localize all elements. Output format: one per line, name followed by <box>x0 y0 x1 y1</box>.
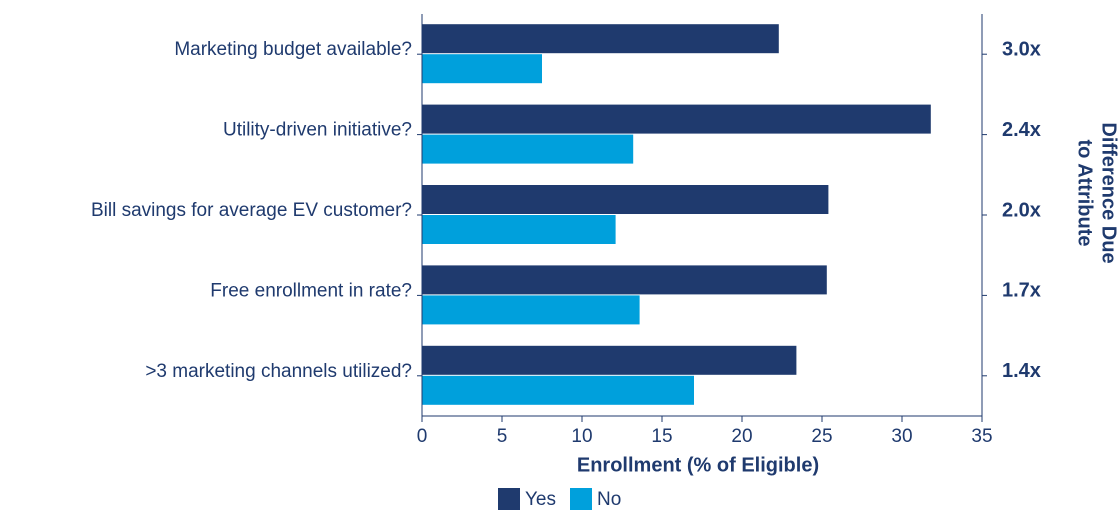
right-label: 2.0x <box>1002 199 1041 221</box>
legend-swatch <box>498 488 520 510</box>
right-axis-title-line: Difference Due <box>1098 122 1120 263</box>
x-tick-label: 20 <box>731 426 752 447</box>
x-tick-label: 30 <box>891 426 912 447</box>
right-label: 3.0x <box>1002 38 1041 60</box>
legend-label: Yes <box>525 489 556 510</box>
x-tick-label: 5 <box>497 426 508 447</box>
bar <box>422 134 634 164</box>
bar <box>422 345 797 375</box>
bar <box>422 375 694 405</box>
category-label: Bill savings for average EV customer? <box>91 200 412 221</box>
bar <box>422 295 640 325</box>
right-axis-title: Difference Due to Attribute <box>1074 122 1120 263</box>
bar <box>422 215 616 244</box>
x-tick-label: 10 <box>571 426 592 447</box>
right-label: 2.4x <box>1002 119 1041 141</box>
x-tick-label: 35 <box>971 426 992 447</box>
right-axis-title-line: to Attribute <box>1074 139 1096 246</box>
bar <box>422 265 827 295</box>
category-label: Marketing budget available? <box>174 39 412 60</box>
bar <box>422 54 542 84</box>
right-label: 1.4x <box>1002 360 1041 382</box>
x-tick-label: 15 <box>651 426 672 447</box>
x-tick-label: 25 <box>811 426 832 447</box>
bar <box>422 104 931 134</box>
category-label: Free enrollment in rate? <box>210 280 412 301</box>
x-tick-label: 0 <box>417 426 428 447</box>
bar <box>422 185 829 214</box>
right-label: 1.7x <box>1002 280 1041 302</box>
category-label: Utility-driven initiative? <box>223 120 412 141</box>
legend-swatch <box>570 488 592 510</box>
bar <box>422 24 779 54</box>
category-label: >3 marketing channels utilized? <box>145 361 412 382</box>
x-axis-title: Enrollment (% of Eligible) <box>577 454 819 476</box>
legend-label: No <box>597 489 621 510</box>
